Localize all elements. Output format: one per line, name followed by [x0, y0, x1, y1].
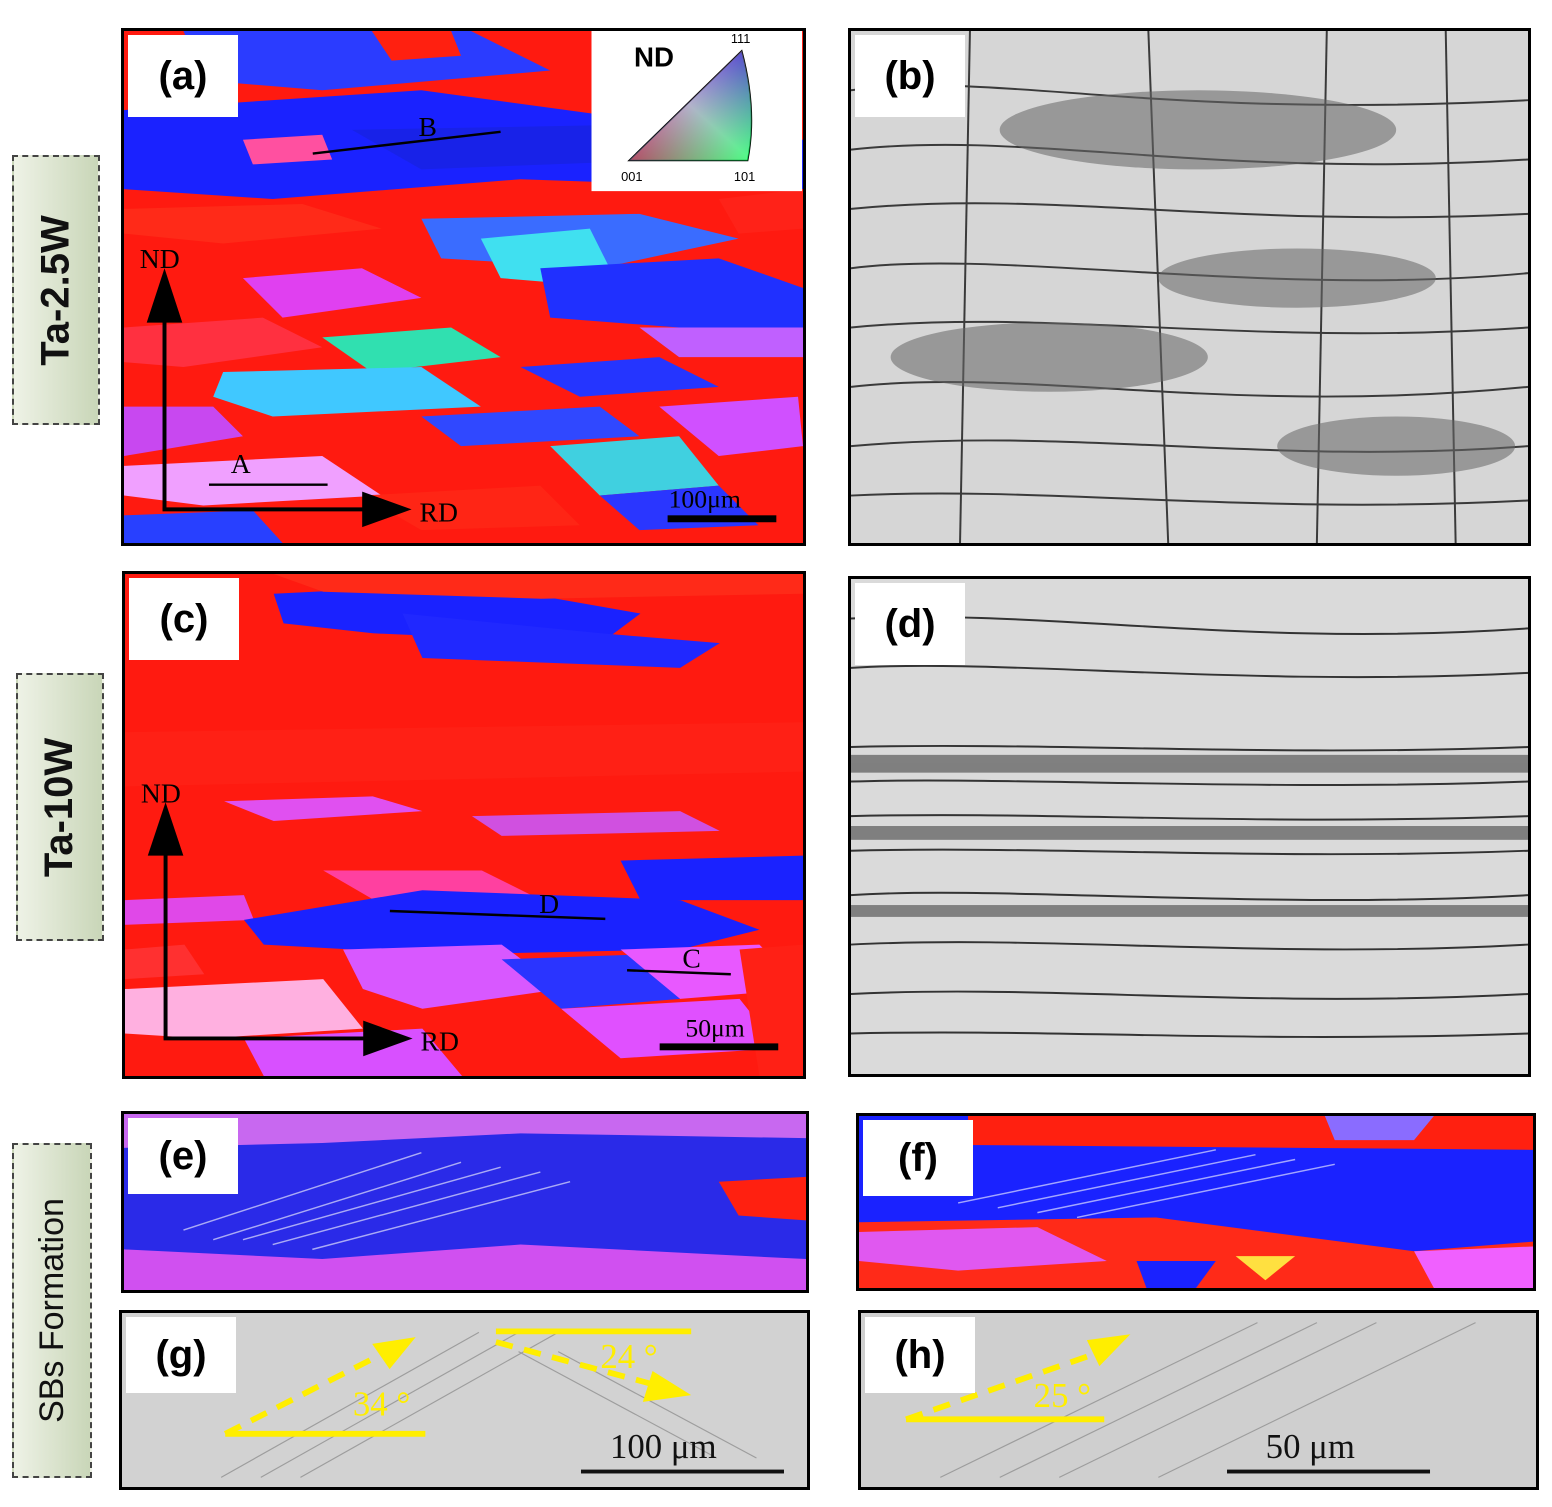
panel-b-micrograph: (b): [848, 28, 1531, 546]
rd-label: RD: [420, 496, 458, 527]
micrograph-texture: [122, 1313, 807, 1487]
ipf-legend-101: 101: [734, 169, 755, 184]
marker-a: A: [231, 448, 251, 479]
nd-label: ND: [141, 777, 181, 808]
ipf-map-texture: [125, 574, 803, 1076]
scalebar-g: [580, 1469, 784, 1474]
panel-f-ipf-map: (f): [856, 1113, 1536, 1291]
scalebar-g-label: 100 μm: [610, 1427, 717, 1466]
rd-arrowhead: [363, 1020, 413, 1057]
panel-label-h: (h): [865, 1317, 975, 1393]
scalebar-c: [659, 1043, 779, 1051]
angle-label-34: 34 °: [353, 1384, 410, 1423]
panel-g-micrograph: 34 ° 24 ° 100 μm (g): [119, 1310, 810, 1490]
panel-label-a: (a): [128, 35, 238, 117]
nd-label: ND: [140, 243, 180, 274]
panel-g-annotations: 34 ° 24 ° 100 μm: [223, 1328, 784, 1474]
ipf-triangle-shade: [629, 50, 752, 161]
panel-label-d: (d): [855, 583, 965, 665]
micrograph-texture: [851, 579, 1528, 1074]
angle-dashed-ray: [223, 1349, 388, 1437]
panel-label-c: (c): [129, 578, 239, 660]
ipf-legend-title: ND: [634, 42, 674, 73]
panel-h-annotations: 25 ° 50 μm: [905, 1334, 1431, 1474]
panel-c-annotations: D C ND RD 50μm: [141, 777, 779, 1057]
ipf-map-texture: [124, 1114, 806, 1290]
panel-h-micrograph: 25 ° 50 μm (h): [858, 1310, 1539, 1490]
scalebar-h: [1227, 1469, 1431, 1474]
scalebar-a-label: 100μm: [669, 484, 741, 513]
row-label-text: Ta-2.5W: [33, 214, 78, 366]
line-c: [627, 969, 731, 976]
panel-label-f: (f): [863, 1120, 973, 1196]
panel-a-annotations: ND 111 001 101 B A ND RD 100μm: [140, 31, 803, 528]
panel-d-micrograph: (d): [848, 576, 1531, 1077]
nd-arrowhead: [147, 802, 184, 856]
ipf-legend-111: 111: [731, 31, 751, 46]
scalebar-a: [667, 515, 777, 523]
marker-b: B: [419, 111, 437, 142]
angle-arrowhead: [642, 1371, 692, 1402]
rd-arrowhead: [362, 491, 412, 528]
panel-label-b: (b): [855, 35, 965, 117]
panel-c-ipf-map: D C ND RD 50μm (c): [122, 571, 806, 1079]
angle-arrowhead: [1086, 1334, 1131, 1367]
line-d: [389, 909, 606, 921]
row-label-ta-2-5w: Ta-2.5W: [12, 155, 100, 425]
panel-e-ipf-map: (e): [121, 1111, 809, 1293]
row-label-sbs-formation: SBs Formation: [12, 1143, 92, 1478]
line-b: [312, 130, 501, 155]
angle-arrowhead: [372, 1337, 416, 1370]
scalebar-c-label: 50μm: [685, 1013, 744, 1042]
nd-arrowhead: [146, 268, 183, 323]
panel-label-e: (e): [128, 1118, 238, 1194]
marker-d: D: [539, 888, 559, 919]
angle-label-24: 24 °: [600, 1337, 657, 1376]
angle-dashed-ray: [905, 1348, 1103, 1423]
row-label-ta-10w: Ta-10W: [16, 673, 104, 941]
scalebar-h-label: 50 μm: [1266, 1427, 1355, 1466]
row-label-text: Ta-10W: [37, 737, 82, 877]
ipf-legend-001: 001: [621, 169, 642, 184]
panel-a-ipf-map: ND 111 001 101 B A ND RD 100μm (a): [121, 28, 806, 546]
row-label-text: SBs Formation: [32, 1198, 71, 1423]
angle-label-25: 25 °: [1034, 1376, 1091, 1415]
rd-label: RD: [421, 1025, 459, 1056]
marker-c: C: [682, 942, 700, 973]
panel-label-g: (g): [126, 1317, 236, 1393]
